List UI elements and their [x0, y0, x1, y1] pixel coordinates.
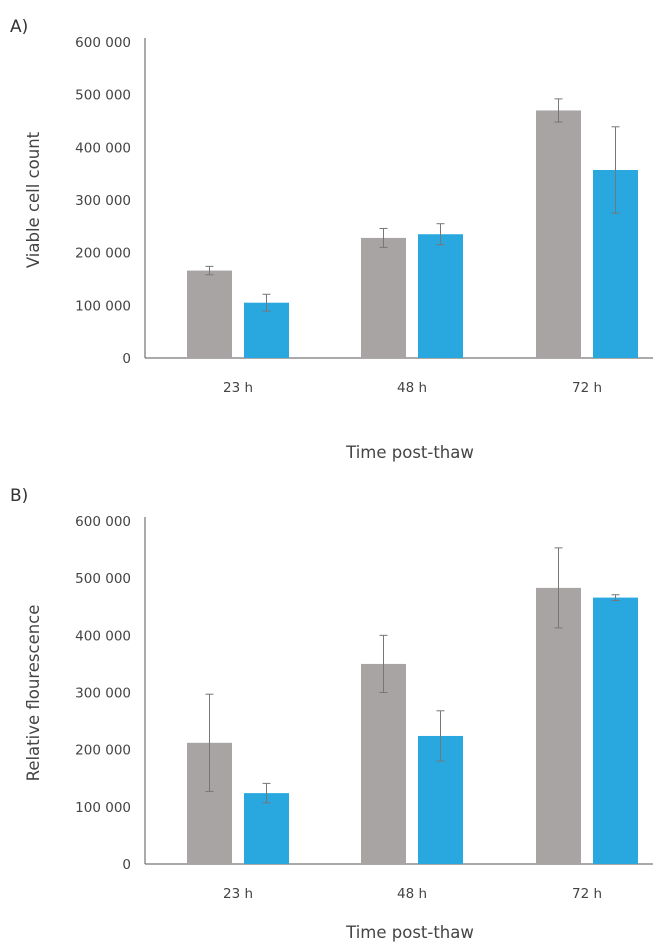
bar — [536, 587, 581, 864]
y-tick-label: 600 000 — [75, 514, 131, 530]
y-tick-label: 0 — [122, 351, 131, 367]
x-tick-label: 23 h — [223, 886, 253, 902]
bar — [361, 663, 406, 864]
y-tick-label: 400 000 — [75, 140, 131, 156]
y-tick-label: 100 000 — [75, 800, 131, 816]
x-tick-label: 72 h — [572, 886, 602, 902]
bar — [418, 234, 463, 358]
panel-label: A) — [10, 17, 28, 37]
y-axis-title: Relative flourescence — [24, 605, 43, 782]
x-tick-label: 72 h — [572, 380, 602, 396]
y-tick-label: 600 000 — [75, 35, 131, 51]
bar — [593, 597, 638, 864]
y-tick-label: 500 000 — [75, 88, 131, 104]
x-tick-label: 48 h — [397, 886, 427, 902]
x-tick-label: 48 h — [397, 380, 427, 396]
bar — [361, 237, 406, 358]
bar — [244, 793, 289, 864]
panel-label: B) — [10, 486, 28, 506]
y-tick-label: 200 000 — [75, 246, 131, 262]
y-axis-title: Viable cell count — [24, 131, 43, 268]
y-tick-label: 300 000 — [75, 193, 131, 209]
panel-a: A) Viable cell count Time post-thaw 0 100… — [10, 17, 653, 462]
y-tick-label: 300 000 — [75, 686, 131, 702]
x-axis-title: Time post-thaw — [345, 923, 474, 942]
bar — [244, 302, 289, 358]
y-tick-label: 400 000 — [75, 628, 131, 644]
y-tick-label: 0 — [122, 857, 131, 873]
x-tick-label: 23 h — [223, 380, 253, 396]
y-tick-label: 200 000 — [75, 743, 131, 759]
bar — [187, 270, 232, 358]
y-tick-label: 100 000 — [75, 298, 131, 314]
x-axis-title: Time post-thaw — [345, 443, 474, 462]
bar — [536, 110, 581, 358]
y-tick-label: 500 000 — [75, 571, 131, 587]
panel-b: B) Relative flourescence Time post-thaw … — [10, 486, 653, 942]
